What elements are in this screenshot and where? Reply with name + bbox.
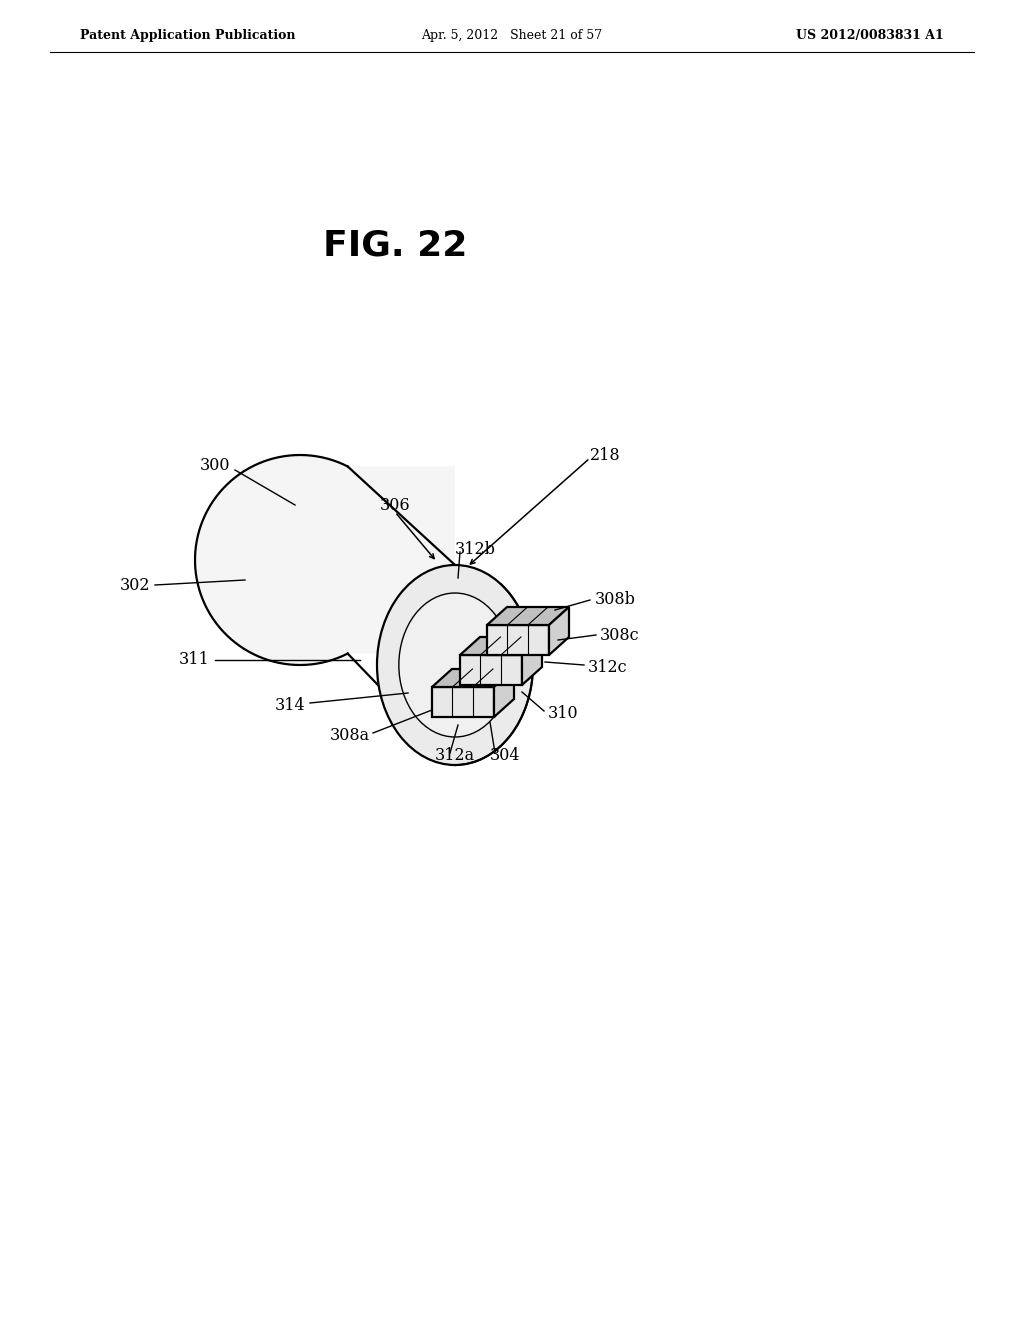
Text: 312a: 312a xyxy=(435,747,475,763)
Text: 304: 304 xyxy=(490,747,520,763)
Text: Patent Application Publication: Patent Application Publication xyxy=(80,29,296,41)
Polygon shape xyxy=(494,669,514,717)
Polygon shape xyxy=(432,669,514,686)
Text: 300: 300 xyxy=(200,457,230,474)
Text: 312b: 312b xyxy=(455,541,496,558)
Polygon shape xyxy=(487,607,569,624)
Polygon shape xyxy=(195,455,455,665)
Text: 314: 314 xyxy=(274,697,305,714)
Ellipse shape xyxy=(398,593,511,737)
Text: US 2012/0083831 A1: US 2012/0083831 A1 xyxy=(797,29,944,41)
Ellipse shape xyxy=(377,565,534,766)
Polygon shape xyxy=(487,624,549,655)
Text: 218: 218 xyxy=(590,446,621,463)
Text: 306: 306 xyxy=(380,496,411,513)
Polygon shape xyxy=(549,607,569,655)
Text: Apr. 5, 2012   Sheet 21 of 57: Apr. 5, 2012 Sheet 21 of 57 xyxy=(422,29,602,41)
Text: FIG. 22: FIG. 22 xyxy=(323,228,467,261)
Text: 302: 302 xyxy=(120,577,150,594)
Text: 310: 310 xyxy=(548,705,579,722)
Text: 312c: 312c xyxy=(588,659,628,676)
Polygon shape xyxy=(522,638,542,685)
Text: 308a: 308a xyxy=(330,726,370,743)
Text: 311: 311 xyxy=(179,652,210,668)
Polygon shape xyxy=(460,655,522,685)
Polygon shape xyxy=(460,638,542,655)
Text: 308b: 308b xyxy=(595,591,636,609)
Polygon shape xyxy=(432,686,494,717)
Text: 308c: 308c xyxy=(600,627,640,644)
